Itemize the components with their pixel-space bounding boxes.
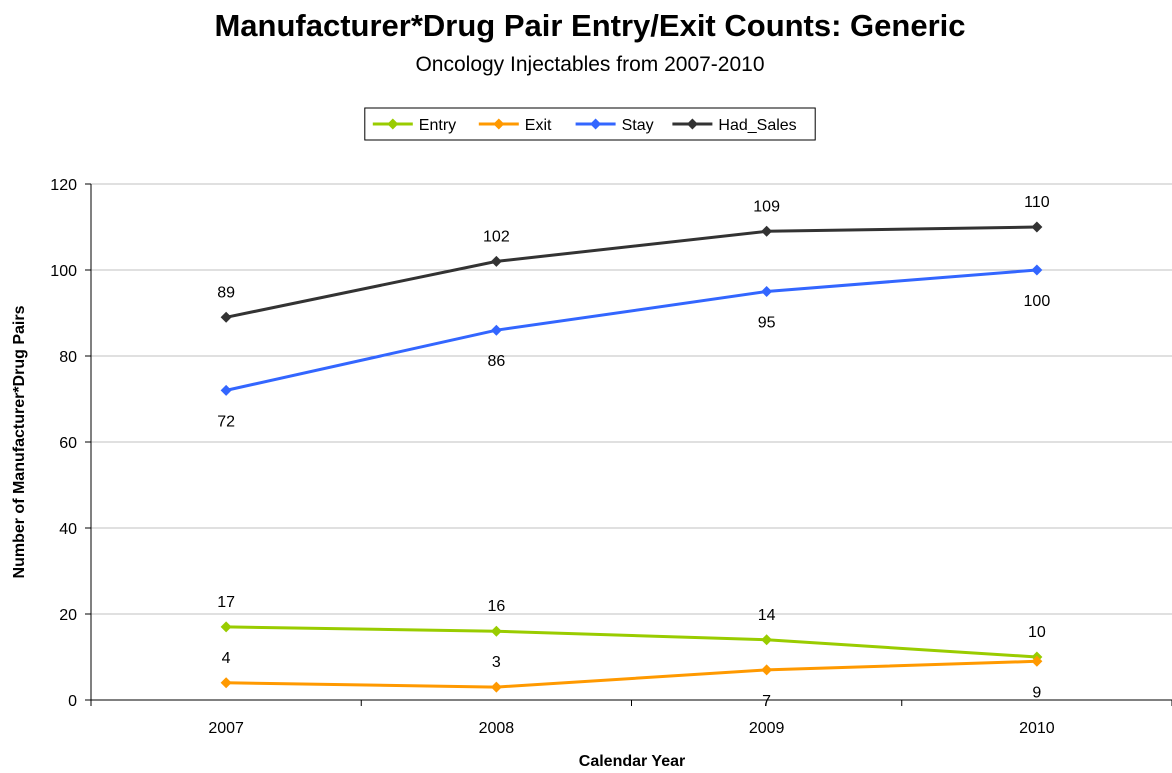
legend-item-stay: Stay [575, 117, 654, 134]
x-axis-title: Calendar Year [579, 753, 685, 770]
legend-item-exit: Exit [478, 117, 552, 134]
series-stay: 72 86 95 100 [217, 264, 1051, 430]
y-tick-label: 120 [50, 177, 77, 194]
data-label: 16 [487, 598, 505, 615]
data-label: 102 [483, 228, 510, 245]
y-tick-label: 80 [59, 349, 77, 366]
data-point [1031, 221, 1043, 233]
data-point [490, 255, 502, 267]
x-tick-label: 2008 [479, 720, 515, 737]
data-point [761, 286, 773, 297]
data-point [490, 625, 502, 637]
gridlines [91, 183, 1172, 615]
series-line [225, 268, 1037, 392]
legend-label: Had_Sales [718, 117, 796, 134]
data-point [761, 225, 773, 237]
data-point [761, 664, 773, 676]
legend-item-entry: Entry [372, 117, 456, 134]
y-tick-label: 40 [59, 521, 77, 538]
legend: Entry Exit Stay Had_Sales [364, 107, 816, 141]
data-point [220, 384, 232, 396]
data-label: 110 [1024, 194, 1050, 211]
y-tick-label: 0 [68, 693, 77, 710]
series-line [226, 659, 1037, 689]
series-line [226, 625, 1037, 659]
y-tick-label: 100 [50, 263, 77, 280]
data-label: 3 [492, 654, 501, 671]
y-tick-label: 60 [59, 435, 77, 452]
series-exit: 4 3 7 9 [220, 650, 1043, 710]
data-label: 14 [758, 607, 776, 624]
data-point [490, 681, 502, 693]
data-label: 72 [217, 413, 235, 430]
legend-swatch-marker [493, 118, 505, 130]
data-point [220, 677, 232, 689]
legend-swatch-marker [686, 118, 698, 130]
x-tick-label: 2009 [749, 720, 785, 737]
legend-item-had_sales: Had_Sales [672, 117, 797, 134]
legend-label: Exit [525, 117, 552, 134]
y-tick-label: 20 [59, 607, 77, 624]
chart-subtitle: Oncology Injectables from 2007-2010 [415, 53, 764, 76]
x-tick-label: 2010 [1019, 720, 1055, 737]
legend-label: Stay [622, 117, 654, 134]
y-axis-title: Number of Manufacturer*Drug Pairs [11, 305, 28, 578]
data-label: 89 [217, 284, 235, 301]
legend-label: Entry [419, 117, 456, 134]
data-point [490, 324, 502, 336]
data-point [1031, 655, 1043, 667]
axes: 0 20 40 60 80 100 120 2007 2008 2009 2010 [50, 177, 1172, 737]
x-tick-label: 2007 [208, 720, 244, 737]
series-layer: 17 16 14 10 4 3 7 9 72 86 95 100 89 102 109 110 [217, 194, 1050, 710]
chart-title: Manufacturer*Drug Pair Entry/Exit Counts… [214, 8, 965, 43]
data-label: 17 [217, 594, 235, 611]
data-label: 9 [1032, 684, 1041, 701]
data-label: 4 [222, 650, 231, 667]
data-label: 10 [1028, 624, 1046, 641]
data-label: 95 [758, 315, 776, 332]
data-label: 100 [1024, 293, 1051, 310]
series-line [225, 225, 1037, 319]
legend-swatch-marker [387, 118, 399, 130]
data-label: 7 [762, 693, 771, 710]
data-point [1031, 264, 1043, 276]
legend-swatch-marker [590, 118, 602, 130]
data-point [761, 634, 773, 646]
data-point [220, 621, 232, 633]
data-label: 109 [753, 198, 780, 215]
data-label: 86 [487, 353, 505, 370]
series-entry: 17 16 14 10 [217, 594, 1046, 663]
data-point [220, 311, 232, 323]
series-had_sales: 89 102 109 110 [217, 194, 1050, 323]
